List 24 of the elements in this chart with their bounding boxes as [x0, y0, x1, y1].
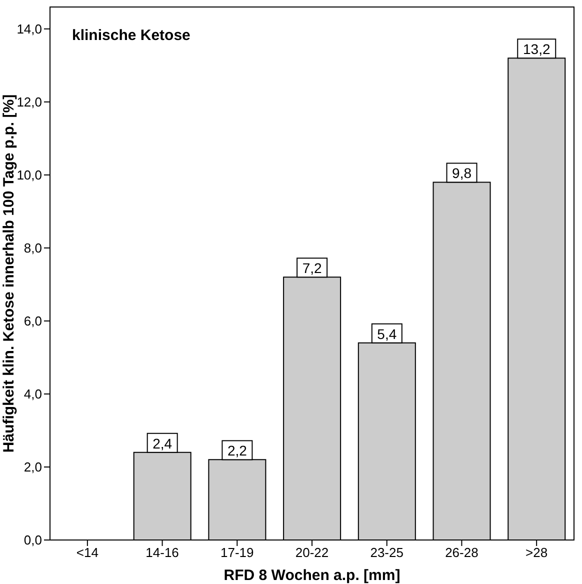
- x-tick-label: <14: [76, 545, 98, 560]
- data-label: 13,2: [523, 41, 550, 58]
- y-tick-label: 12,0: [16, 94, 42, 110]
- y-tick-label: 8,0: [24, 240, 42, 256]
- data-label: 2,4: [152, 435, 172, 452]
- y-tick-label: 4,0: [24, 386, 42, 402]
- y-tick-label: 14,0: [16, 22, 42, 37]
- data-label: 5,4: [377, 326, 397, 342]
- data-label: 2,2: [227, 442, 248, 459]
- x-tick-label: 23-25: [370, 545, 404, 560]
- annotation: klinische Ketose: [72, 27, 190, 44]
- x-axis-title: RFD 8 Wochen a.p. [mm]: [224, 567, 400, 584]
- data-label: 9,8: [452, 165, 472, 182]
- x-tick-label: 20-22: [295, 545, 329, 560]
- data-label: 7,2: [302, 260, 322, 276]
- x-tick-label: 17-19: [220, 545, 254, 560]
- x-tick-label: 14-16: [146, 545, 179, 560]
- y-tick-label: 0,0: [24, 532, 42, 548]
- x-tick-label: 26-28: [445, 545, 478, 560]
- y-tick-label: 2,0: [24, 460, 42, 475]
- y-tick-label: 6,0: [24, 314, 42, 329]
- y-tick-label: 10,0: [16, 168, 42, 183]
- y-axis-title: Häufigkeit klin. Ketose innerhalb 100 Tage p.p. [%]: [0, 94, 18, 453]
- x-tick-label: >28: [526, 545, 548, 560]
